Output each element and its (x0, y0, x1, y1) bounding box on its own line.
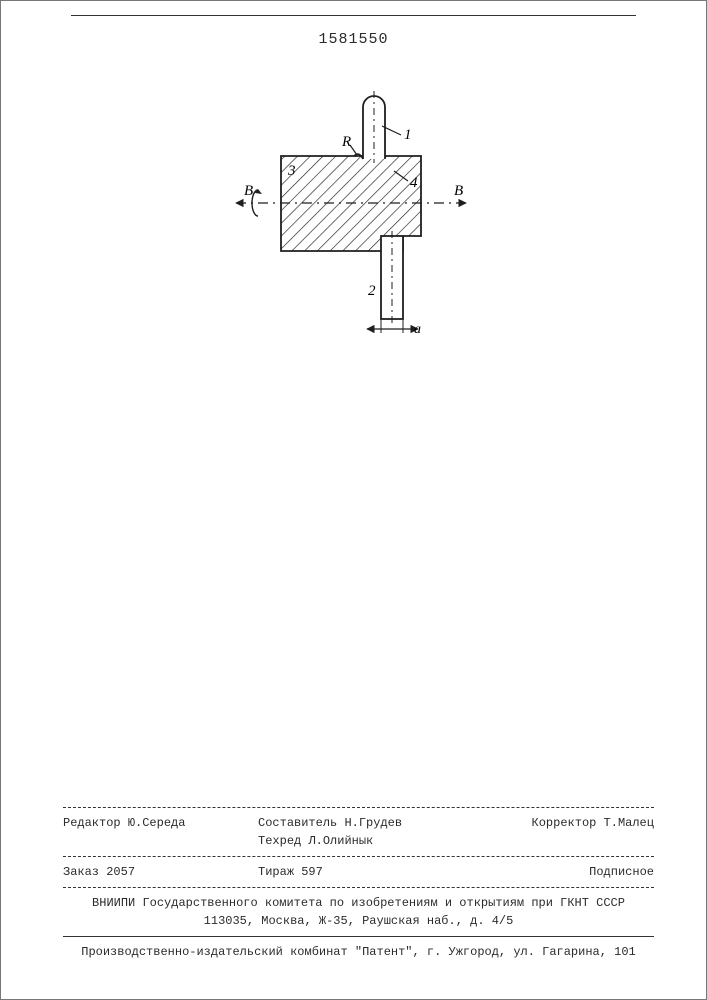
order-cell: Заказ 2057 (63, 863, 258, 881)
mechanical-diagram: R 1 3 4 2 В В а (204, 71, 504, 351)
label-b-left: В (244, 183, 253, 199)
corrector-cell: Корректор Т.Малец (459, 814, 654, 850)
label-a: а (414, 322, 421, 337)
subscription-cell: Подписное (459, 863, 654, 881)
rule-3 (63, 887, 654, 888)
org-line-1: ВНИИПИ Государственного комитета по изоб… (63, 894, 654, 912)
tirazh-no: 597 (301, 865, 323, 879)
compiler-name: Н.Грудев (344, 816, 402, 830)
credits-row: Редактор Ю.Середа Составитель Н.Грудев Т… (63, 814, 654, 850)
middle-credits: Составитель Н.Грудев Техред Л.Олийнык (258, 814, 459, 850)
label-b-right: В (454, 183, 463, 199)
label-4: 4 (410, 175, 418, 191)
order-label: Заказ (63, 865, 99, 879)
org-line-2: 113035, Москва, Ж-35, Раушская наб., д. … (63, 912, 654, 930)
label-r: R (341, 134, 351, 150)
tirazh-label: Тираж (258, 865, 294, 879)
page: 1581550 (0, 0, 707, 1000)
imprint-block: Редактор Ю.Середа Составитель Н.Грудев Т… (63, 801, 654, 961)
label-1: 1 (404, 127, 412, 143)
label-2: 2 (368, 283, 376, 299)
rule-1 (63, 807, 654, 808)
compiler-label: Составитель (258, 816, 337, 830)
label-3: 3 (287, 163, 296, 179)
techred-name: Л.Олийнык (308, 834, 373, 848)
subscription-text: Подписное (589, 865, 654, 879)
order-no: 2057 (106, 865, 135, 879)
patent-number: 1581550 (1, 31, 706, 48)
editor-label: Редактор (63, 816, 121, 830)
tirazh-cell: Тираж 597 (258, 863, 459, 881)
top-rule (71, 15, 636, 16)
editor-cell: Редактор Ю.Середа (63, 814, 258, 850)
order-row: Заказ 2057 Тираж 597 Подписное (63, 863, 654, 881)
corrector-name: Т.Малец (604, 816, 654, 830)
corrector-label: Корректор (532, 816, 597, 830)
figure-container: R 1 3 4 2 В В а (1, 71, 706, 351)
editor-name: Ю.Середа (128, 816, 186, 830)
rule-2 (63, 856, 654, 857)
printer-line: Производственно-издательский комбинат "П… (63, 943, 654, 961)
techred-label: Техред (258, 834, 301, 848)
rule-4 (63, 936, 654, 937)
